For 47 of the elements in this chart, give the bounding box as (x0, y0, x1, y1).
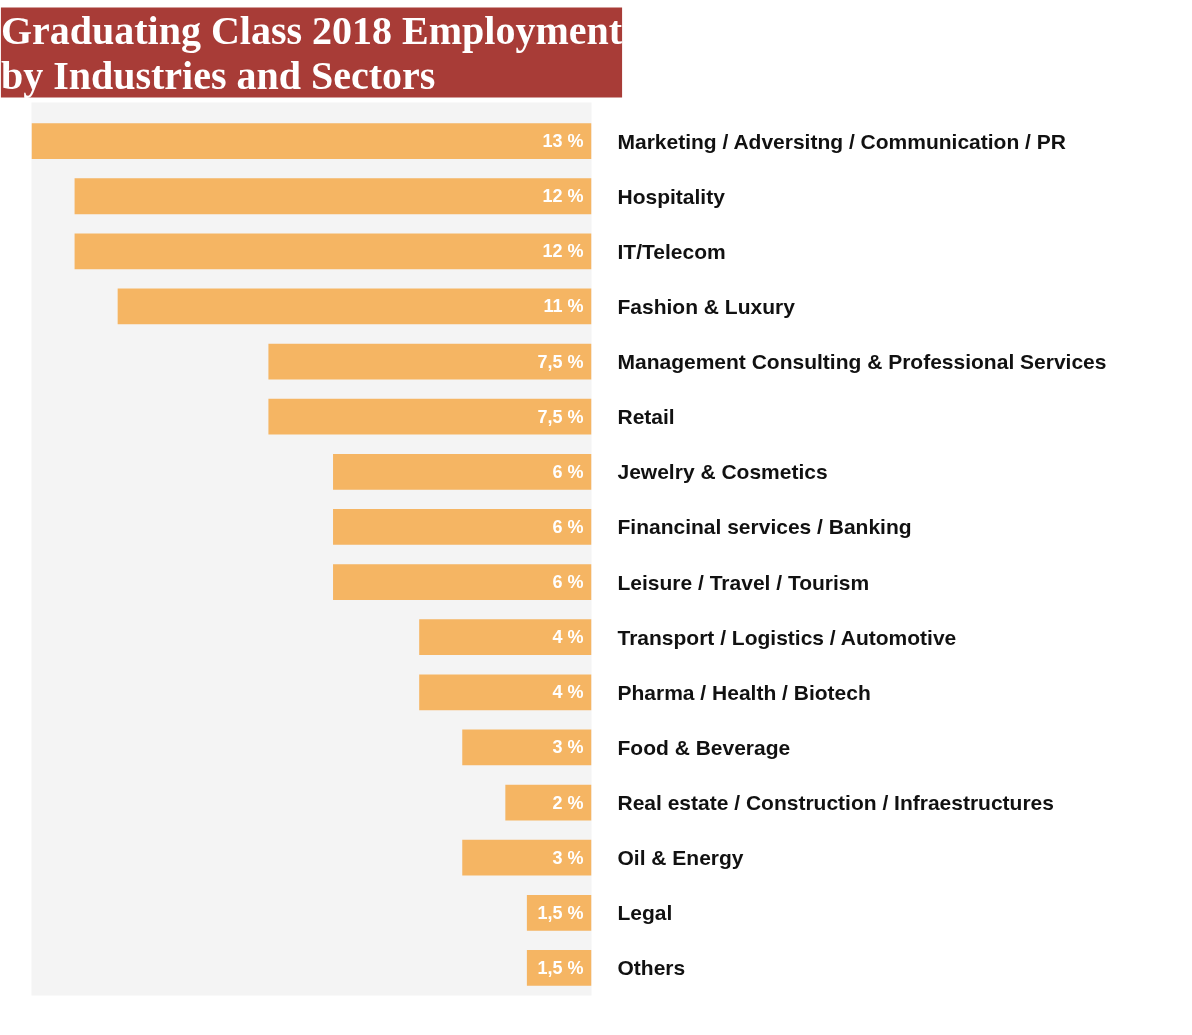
y-tick-label: Fashion & Luxury (617, 294, 796, 318)
y-tick-label: Financinal services / Banking (617, 515, 912, 539)
y-tick-label: Transport / Logistics / Automotive (617, 625, 957, 649)
y-tick-label: Leisure / Travel / Tourism (617, 570, 870, 594)
bar (333, 564, 592, 600)
data-label: 3 % (552, 737, 584, 758)
bar (74, 233, 592, 270)
bar (462, 729, 592, 766)
data-label: 12 % (542, 241, 584, 262)
y-tick-label: Food & Beverage (617, 735, 791, 759)
y-tick-label: Marketing / Adversitng / Communication / PR (617, 129, 1066, 153)
data-label: 4 % (552, 682, 584, 703)
bar (74, 178, 592, 215)
data-label: 6 % (552, 516, 584, 537)
data-label: 13 % (542, 131, 584, 152)
data-label: 2 % (552, 792, 584, 813)
data-label: 6 % (552, 572, 584, 593)
data-label: 4 % (552, 627, 584, 648)
y-tick-label: Pharma / Health / Biotech (617, 680, 871, 704)
bar (505, 784, 592, 821)
y-tick-label: Real estate / Construction / Infraestructures (617, 791, 1054, 815)
data-label: 1,5 % (537, 957, 584, 978)
bar (333, 453, 592, 490)
data-label: 11 % (543, 296, 584, 317)
y-tick-label: Retail (617, 405, 675, 429)
bar (268, 343, 592, 380)
bar (419, 674, 592, 711)
bar (419, 619, 592, 656)
chart-title: Graduating Class 2018 Employment by Industries and Sectors (0, 7, 623, 98)
data-label: 1,5 % (537, 902, 584, 923)
y-tick-label: IT/Telecom (617, 239, 726, 263)
y-tick-label: Hospitality (617, 184, 726, 208)
bar (31, 123, 592, 159)
y-tick-label: Others (617, 956, 686, 980)
bar (117, 288, 592, 325)
bar (268, 398, 592, 435)
data-label: 6 % (552, 461, 584, 482)
data-label: 7,5 % (537, 351, 584, 372)
data-label: 7,5 % (537, 406, 584, 427)
y-tick-label: Jewelry & Cosmetics (617, 460, 828, 484)
data-label: 12 % (542, 186, 584, 207)
data-label: 3 % (552, 847, 584, 868)
y-tick-label: Management Consulting & Professional Services (617, 350, 1107, 374)
y-tick-label: Oil & Energy (617, 846, 744, 870)
bar (462, 839, 592, 876)
bar (333, 509, 592, 545)
y-tick-label: Legal (617, 901, 673, 925)
